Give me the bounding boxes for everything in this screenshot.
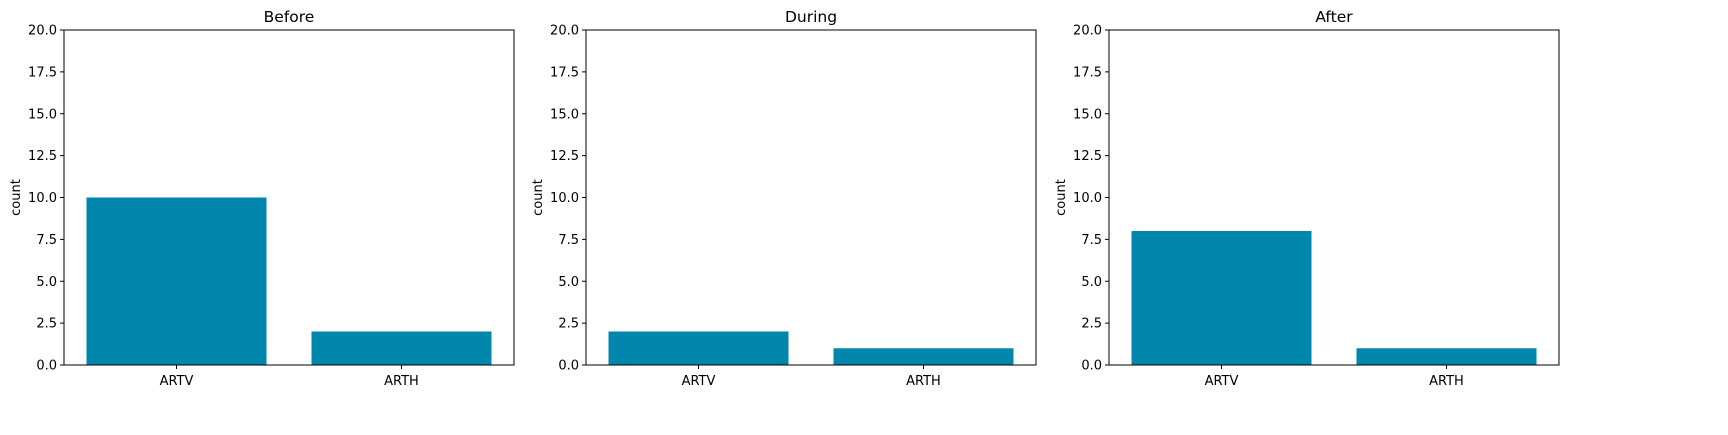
x-tick-label: ARTH <box>906 374 941 389</box>
bar-arth <box>1356 348 1537 365</box>
y-tick-label: 5.0 <box>558 275 579 290</box>
x-tick-label: ARTH <box>384 374 419 389</box>
axes-frame <box>585 29 1037 366</box>
y-axis-label: count <box>9 179 24 216</box>
y-tick-label: 10.0 <box>550 191 579 206</box>
y-tick-label: 17.5 <box>28 65 57 80</box>
y-tick-label: 15.0 <box>550 107 579 122</box>
axes-frame <box>1108 29 1560 366</box>
chart-title: After <box>1315 8 1353 26</box>
chart-title: During <box>785 8 837 26</box>
y-tick-label: 0.0 <box>558 359 579 374</box>
bar-artv <box>86 197 267 365</box>
axes-frame <box>63 29 515 366</box>
y-tick-label: 7.5 <box>1081 233 1102 248</box>
bar-artv <box>608 331 789 365</box>
y-tick-label: 12.5 <box>28 149 57 164</box>
y-tick-label: 10.0 <box>1073 191 1102 206</box>
y-tick-label: 20.0 <box>28 24 57 39</box>
y-tick-label: 15.0 <box>28 107 57 122</box>
y-tick-label: 12.5 <box>1073 149 1102 164</box>
y-axis-label: count <box>1054 179 1069 216</box>
chart-panel-3: ARTV ARTH 0.0 2.5 5.0 7.5 10.0 12.5 15.0 17.5 20.0… <box>1054 8 1560 389</box>
y-tick-label: 12.5 <box>550 149 579 164</box>
chart-panel-2: ARTV ARTH 0.0 2.5 5.0 7.5 10.0 12.5 15.0 17.5 20.0… <box>531 8 1037 389</box>
y-tick-label: 20.0 <box>1073 24 1102 39</box>
x-tick-label: ARTH <box>1429 374 1464 389</box>
y-tick-label: 2.5 <box>36 317 57 332</box>
y-tick-label: 20.0 <box>550 24 579 39</box>
y-tick-label: 17.5 <box>1073 65 1102 80</box>
y-tick-label: 7.5 <box>558 233 579 248</box>
y-axis-label: count <box>531 179 546 216</box>
bar-arth <box>833 348 1014 365</box>
y-tick-label: 5.0 <box>1081 275 1102 290</box>
x-tick-label: ARTV <box>160 374 194 389</box>
y-tick-label: 10.0 <box>28 191 57 206</box>
y-tick-label: 17.5 <box>550 65 579 80</box>
y-tick-label: 15.0 <box>1073 107 1102 122</box>
bar-arth <box>311 331 492 365</box>
y-tick-label: 0.0 <box>1081 359 1102 374</box>
chart-title: Before <box>264 8 315 26</box>
chart-panel-1: ARTV ARTH 0.0 2.5 5.0 7.5 10.0 12.5 15.0 17.5 20.0… <box>9 8 515 389</box>
x-tick-label: ARTV <box>682 374 716 389</box>
y-tick-label: 0.0 <box>36 359 57 374</box>
y-tick-label: 2.5 <box>1081 317 1102 332</box>
bar-artv <box>1131 231 1312 365</box>
y-tick-label: 7.5 <box>36 233 57 248</box>
x-tick-label: ARTV <box>1205 374 1239 389</box>
y-tick-label: 2.5 <box>558 317 579 332</box>
y-tick-label: 5.0 <box>36 275 57 290</box>
